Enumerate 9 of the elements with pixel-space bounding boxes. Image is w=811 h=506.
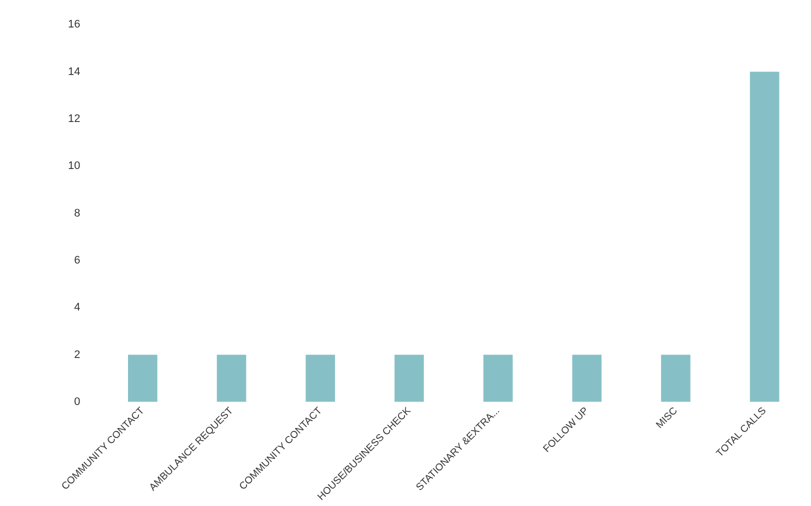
y-tick-label: 16	[68, 18, 80, 31]
y-tick-label: 0	[74, 396, 80, 408]
y-tick-label: 2	[74, 348, 80, 361]
y-tick-label: 14	[68, 66, 80, 78]
y-tick-label: 8	[74, 207, 80, 220]
y-tick-label: 6	[74, 254, 80, 266]
y-tick-label: 12	[68, 112, 80, 125]
y-tick-label: 10	[68, 160, 80, 172]
y-tick-label: 4	[74, 302, 80, 314]
